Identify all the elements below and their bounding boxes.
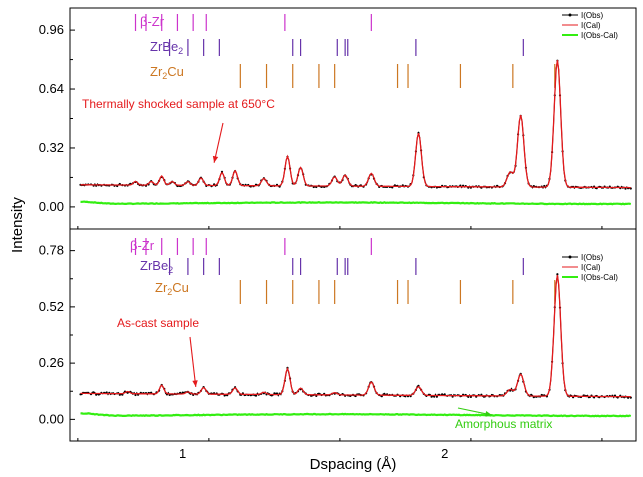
bottom-observed-point (179, 391, 182, 394)
bottom-phase-label: β-Zr (130, 238, 155, 253)
top-y-axis: 0.00 0.32 0.64 0.96 (39, 22, 75, 214)
bottom-observed-point (95, 393, 98, 396)
bottom-observed-point (441, 393, 444, 396)
bottom-y-tick-label: 0.00 (39, 411, 64, 426)
top-phase-label: ZrBe2 (150, 39, 183, 56)
bottom-legend-label: I(Obs-Cal) (581, 273, 618, 282)
top-y-tick-label: 0.96 (39, 22, 64, 37)
amorphous-annotation-label: Amorphous matrix (455, 417, 552, 431)
top-phase-markers: β-Zr ZrBe2 Zr2Cu (134, 14, 556, 88)
top-annotation-arrow-head (212, 155, 219, 163)
amorphous-annotation-arrow-head (485, 411, 492, 417)
bottom-observed-point (556, 273, 559, 276)
bottom-phase-subscript: 2 (167, 287, 172, 297)
bottom-legend: I(Obs)I(Cal)I(Obs-Cal) (562, 253, 618, 282)
top-phase-tail: Cu (167, 64, 184, 79)
bottom-annotation-label: As-cast sample (117, 316, 199, 330)
bottom-calculated-line (80, 275, 631, 398)
bottom-phase-subscript: 2 (168, 265, 173, 275)
bottom-observed-point (92, 391, 95, 394)
top-phase-label: Zr2Cu (150, 64, 184, 81)
x-axis-title: Dspacing (Å) (310, 456, 397, 473)
top-legend-label: I(Obs) (581, 11, 604, 20)
bottom-y-tick-label: 0.52 (39, 299, 64, 314)
bottom-legend-label: I(Cal) (581, 263, 601, 272)
top-pattern-curves (79, 59, 632, 206)
top-y-tick-label: 0.32 (39, 140, 64, 155)
top-y-tick-label: 0.00 (39, 199, 64, 214)
bottom-observed-point (435, 395, 438, 398)
top-annotation-label: Thermally shocked sample at 650°C (82, 97, 275, 111)
top-phase-label: β-Zr (140, 14, 165, 29)
bottom-y-axis: 0.00 0.26 0.52 0.78 (39, 243, 75, 426)
y-axis-title: Intensity (9, 197, 26, 253)
bottom-phase-tail: Cu (172, 280, 189, 295)
x-tick-label: 2 (441, 446, 448, 461)
top-residual-line (80, 200, 632, 206)
bottom-annotation-arrow-head (192, 380, 198, 387)
top-legend-marker (568, 13, 572, 17)
bottom-observed-point (430, 395, 433, 398)
top-calculated-line (80, 60, 631, 189)
bottom-y-tick-label: 0.78 (39, 243, 64, 258)
top-legend-label: I(Obs-Cal) (581, 31, 618, 40)
bottom-observed-point (223, 394, 226, 397)
top-annotation-arrow-line (213, 122, 224, 163)
bottom-legend-marker (568, 255, 572, 259)
top-legend-label: I(Cal) (581, 21, 601, 30)
bottom-phase-markers: β-Zr ZrBe2 Zr2Cu (130, 238, 556, 304)
bottom-residual-line (80, 412, 632, 418)
bottom-pattern-curves (79, 273, 632, 418)
bottom-annotation: As-cast sample Amorphous matrix (117, 316, 552, 431)
top-phase-subscript: 2 (178, 46, 183, 56)
bottom-phase-label: ZrBe2 (140, 258, 173, 275)
top-phase-subscript: 2 (162, 71, 167, 81)
bottom-observed-point (383, 392, 386, 395)
bottom-annotation-arrow-line (189, 336, 197, 387)
x-tick-label: 1 (179, 446, 186, 461)
top-legend: I(Obs)I(Cal)I(Obs-Cal) (562, 11, 618, 40)
top-y-tick-label: 0.64 (39, 81, 64, 96)
bottom-y-tick-label: 0.26 (39, 355, 64, 370)
top-annotation: Thermally shocked sample at 650°C (82, 97, 275, 163)
bottom-legend-label: I(Obs) (581, 253, 604, 262)
bottom-observed-point (134, 393, 137, 397)
bottom-phase-label: Zr2Cu (155, 280, 189, 297)
